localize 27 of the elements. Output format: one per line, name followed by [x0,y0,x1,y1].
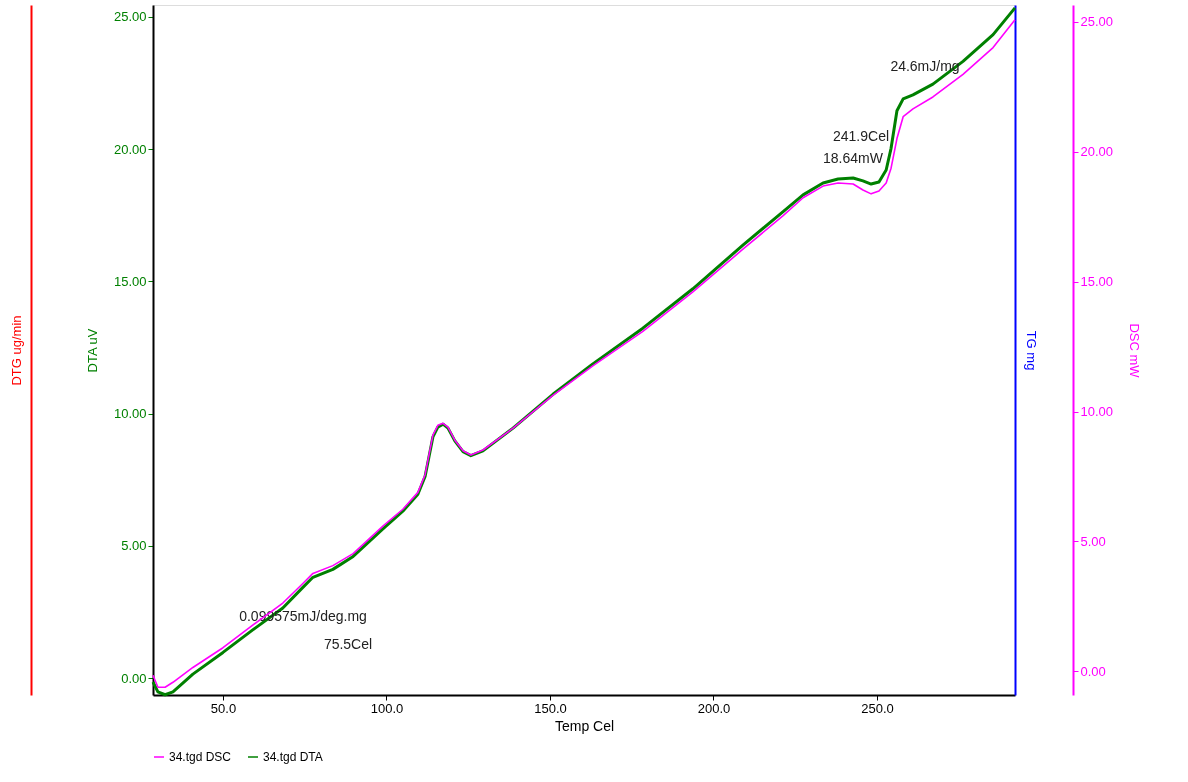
x-tick-label: 50.0 [210,700,237,716]
y-tick-label: 20.00 [113,141,147,157]
annotation: 18.64mW [823,150,884,166]
y2-tick-label: 10.00 [1080,404,1114,420]
annotation: 75.5Cel [323,636,373,652]
y2-tick-label: 20.00 [1080,144,1114,160]
x-axis-title: Temp Cel [554,717,615,734]
y2-tick-label: 0.00 [1080,663,1106,679]
x-tick-label: 200.0 [697,700,731,716]
y-tick-label: 10.00 [113,406,147,422]
text: TG mg [1023,330,1039,371]
y2-tick-label: 25.00 [1080,14,1114,30]
y2-axis-title: DSC mW [1127,323,1143,379]
legend-label: 34.tgd DSC [169,750,232,764]
y-axis-title: DTA uV [84,328,100,373]
x-tick-label: 250.0 [861,700,894,716]
x-tick-label: 150.0 [534,700,567,716]
y2-tick-label: 5.00 [1080,533,1106,549]
y2-tick-label: 15.00 [1080,274,1114,290]
y-tick-label: 25.00 [113,9,147,25]
x-tick-label: 100.0 [370,700,404,716]
y-tick-label: 0.00 [121,670,147,686]
y-tick-label: 15.00 [113,273,147,289]
legend-label: 34.tgd DTA [263,750,323,764]
y-tick-label: 5.00 [121,538,147,554]
annotation: 241.9Cel [832,128,890,144]
y3-axis-title: DTG ug/min [8,315,24,386]
